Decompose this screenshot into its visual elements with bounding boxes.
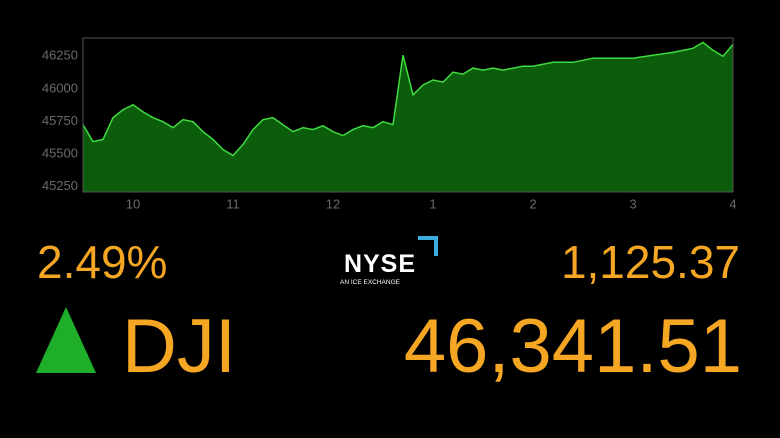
plot-frame — [82, 37, 734, 193]
y-tick-label: 45250 — [42, 178, 78, 193]
y-tick-label: 45750 — [42, 113, 78, 128]
x-tick-label: 4 — [729, 196, 736, 211]
x-tick-label: 10 — [126, 196, 140, 211]
exchange-tagline: AN ICE EXCHANGE — [340, 279, 401, 286]
change-percent: 2.49% — [37, 236, 167, 288]
change-points: 1,125.37 — [561, 236, 740, 288]
area-fill — [83, 42, 733, 193]
up-arrow — [36, 307, 96, 373]
y-tick-label: 46250 — [42, 48, 78, 63]
x-tick-label: 11 — [226, 196, 240, 211]
y-tick-label: 45500 — [42, 146, 78, 161]
x-tick-label: 1 — [429, 196, 436, 211]
y-tick-label: 46000 — [42, 80, 78, 95]
symbol: DJI — [122, 304, 236, 389]
logo-bracket — [418, 236, 438, 256]
price: 46,341.51 — [404, 304, 742, 389]
x-tick-label: 2 — [529, 196, 536, 211]
x-tick-label: 3 — [629, 196, 636, 211]
price-line — [82, 41, 734, 157]
exchange-logo: NYSE — [344, 250, 416, 278]
x-tick-label: 12 — [326, 196, 340, 211]
